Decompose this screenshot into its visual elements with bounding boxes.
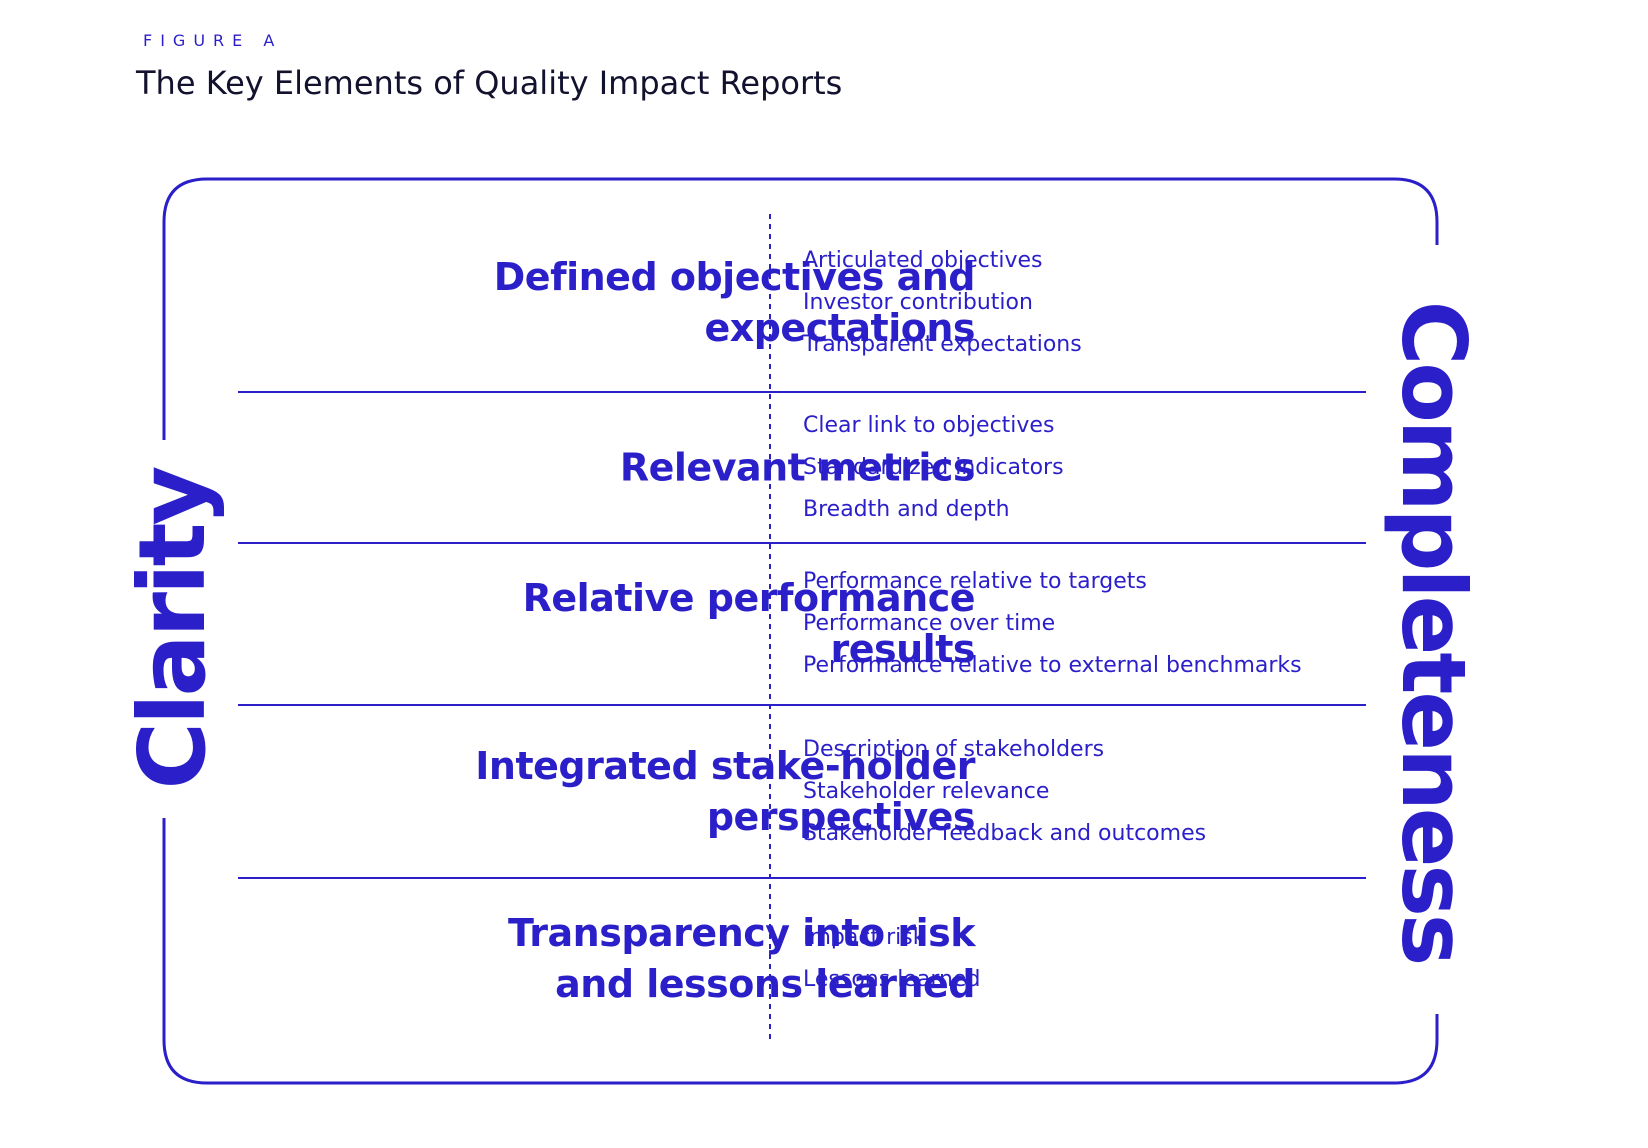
row-heading: Defined objectives and expectations — [493, 255, 976, 350]
figure-title: The Key Elements of Quality Impact Repor… — [136, 64, 843, 102]
list-item: Transparent expectations — [803, 332, 1082, 357]
row-heading: Relevant metrics — [619, 445, 976, 489]
list-item: Standardized indicators — [803, 454, 1064, 480]
row-item-list: Performance relative to targets Performa… — [803, 561, 1302, 687]
row-item-list: Articulated objectives Investor contribu… — [803, 240, 1082, 366]
row-heading: Transparency into risk and lessons learn… — [508, 911, 975, 1006]
clarity-bracket-top — [162, 177, 1439, 440]
list-item: Articulated objectives — [803, 248, 1043, 273]
element-row: Transparency into risk and lessons learn… — [238, 878, 1366, 1040]
list-item: Performance relative to external benchma… — [803, 653, 1302, 678]
list-item: Stakeholder relevance — [803, 778, 1050, 804]
list-item: Investor contribution — [803, 290, 1033, 315]
row-item-list: Impact risk Lessons learned — [803, 917, 980, 1001]
element-row: Defined objectives and expectations Arti… — [238, 214, 1366, 392]
clarity-label: Clarity — [119, 468, 226, 790]
clarity-bracket-bottom — [162, 818, 1439, 1085]
list-item: Clear link to objectives — [803, 412, 1055, 438]
row-item-list: Clear link to objectives Standardized in… — [803, 405, 1064, 531]
list-item: Performance over time — [803, 611, 1056, 636]
list-item: Performance relative to targets — [803, 569, 1147, 594]
list-item: Breadth and depth — [803, 496, 1010, 522]
element-row: Relevant metrics Clear link to objective… — [238, 392, 1366, 543]
completeness-label: Completeness — [1382, 300, 1485, 964]
list-item: Impact risk — [803, 925, 926, 950]
row-item-list: Description of stakeholders Stakeholder … — [803, 729, 1206, 855]
list-item: Description of stakeholders — [803, 736, 1105, 762]
row-heading: Integrated stake-holder perspectives — [475, 743, 975, 839]
element-row: Integrated stake-holder perspectives Des… — [238, 705, 1366, 878]
row-heading: Relative performance results — [522, 576, 976, 671]
list-item: Lessons learned — [803, 967, 981, 992]
figure-label: FIGURE A — [143, 31, 283, 50]
list-item: Stakeholder feedback and outcomes — [803, 820, 1207, 846]
element-row: Relative performance results Performance… — [238, 543, 1366, 705]
